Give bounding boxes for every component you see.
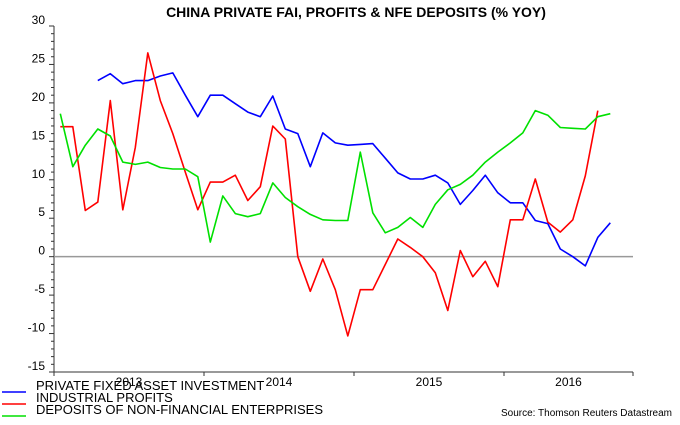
legend: PRIVATE FIXED ASSET INVESTMENTINDUSTRIAL… bbox=[2, 378, 323, 417]
series-industrial-profits bbox=[60, 52, 599, 337]
x-tick-label: 2015 bbox=[416, 375, 443, 389]
y-tick-label: 0 bbox=[38, 244, 45, 258]
x-tick-label: 2013 bbox=[116, 375, 143, 389]
axes: -15 -10 -5 0 5 10 15 20 25 30 2013 2014 2015 2016 bbox=[28, 13, 634, 389]
y-tick-label: 10 bbox=[32, 167, 46, 181]
y-tick-label: 5 bbox=[38, 205, 45, 219]
legend-label: INDUSTRIAL PROFITS bbox=[36, 390, 173, 405]
chart-title: CHINA PRIVATE FAI, PROFITS & NFE DEPOSIT… bbox=[166, 4, 546, 20]
series-line bbox=[97, 72, 611, 267]
series-deposits-of-non-financial-enterprises bbox=[59, 109, 611, 243]
y-tick-label: 15 bbox=[32, 128, 46, 142]
y-tick-label: -5 bbox=[34, 282, 45, 296]
y-tick-label: 30 bbox=[32, 13, 46, 27]
y-tick-label: 20 bbox=[32, 90, 46, 104]
legend-label: PRIVATE FIXED ASSET INVESTMENT bbox=[36, 378, 264, 393]
source-note: Source: Thomson Reuters Datastream bbox=[501, 408, 672, 419]
series-line bbox=[59, 109, 611, 243]
y-tick-label: -10 bbox=[28, 321, 46, 335]
series-layer bbox=[59, 52, 611, 337]
legend-label: DEPOSITS OF NON-FINANCIAL ENTERPRISES bbox=[36, 402, 323, 417]
series-line bbox=[60, 52, 599, 337]
series-private-fixed-asset-investment bbox=[97, 72, 611, 267]
x-tick-label: 2016 bbox=[555, 375, 582, 389]
y-tick-label: 25 bbox=[32, 51, 46, 65]
x-tick-label: 2014 bbox=[266, 375, 293, 389]
y-tick-label: -15 bbox=[28, 359, 46, 373]
